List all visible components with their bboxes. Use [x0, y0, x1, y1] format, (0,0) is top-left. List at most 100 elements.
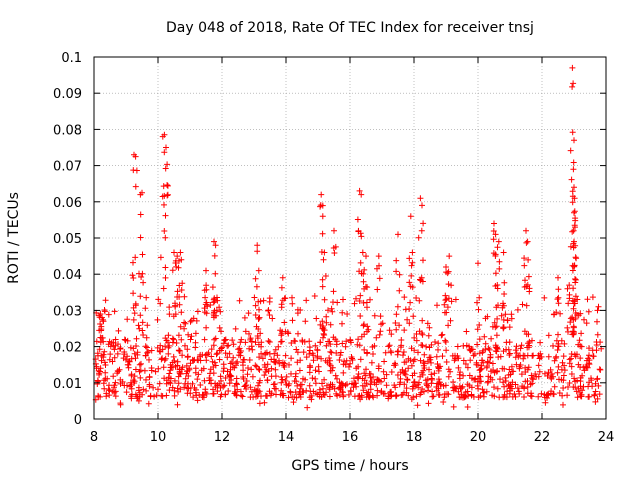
data-point: [137, 211, 144, 218]
data-point: [164, 182, 171, 188]
data-point: [468, 391, 475, 398]
data-point: [200, 365, 207, 372]
data-point: [237, 339, 244, 346]
data-point: [429, 388, 436, 395]
data-point: [427, 354, 434, 361]
data-point: [355, 363, 362, 370]
data-point: [525, 344, 532, 351]
data-point: [529, 375, 536, 382]
data-point: [172, 311, 179, 318]
data-point: [476, 322, 483, 328]
data-point: [331, 227, 337, 234]
data-point: [143, 344, 150, 351]
data-point: [248, 338, 255, 345]
data-point: [98, 335, 105, 341]
data-point: [520, 355, 527, 362]
data-point: [523, 331, 530, 338]
data-point: [525, 364, 532, 371]
data-point: [139, 327, 146, 334]
data-point: [477, 392, 484, 399]
data-point: [184, 353, 191, 360]
data-point: [577, 389, 584, 396]
data-point: [289, 294, 295, 301]
data-point: [419, 386, 426, 392]
data-point: [102, 375, 109, 382]
y-tick-label: 0.04: [53, 268, 82, 283]
data-point: [581, 367, 588, 374]
data-point: [379, 320, 386, 327]
data-point: [522, 277, 528, 284]
data-point: [174, 288, 181, 295]
data-point: [161, 228, 168, 234]
data-point: [446, 253, 453, 260]
data-point: [411, 334, 418, 341]
data-point: [573, 255, 580, 262]
data-point: [139, 319, 146, 326]
data-point: [521, 385, 528, 392]
data-point: [526, 338, 533, 345]
data-point: [448, 282, 455, 289]
data-point: [300, 389, 307, 396]
data-point: [130, 259, 136, 266]
data-point: [462, 361, 469, 367]
data-point: [490, 236, 497, 243]
data-point: [320, 334, 326, 341]
data-point: [426, 366, 432, 373]
data-point: [425, 332, 432, 339]
data-point: [500, 324, 507, 331]
data-point: [316, 393, 323, 400]
data-point: [452, 296, 459, 303]
data-point: [326, 338, 333, 345]
data-point: [297, 391, 304, 398]
data-point: [184, 367, 191, 374]
data-point: [523, 239, 530, 246]
data-point: [221, 382, 228, 389]
data-point: [279, 274, 286, 281]
data-point: [514, 385, 521, 392]
data-point: [107, 343, 114, 350]
data-point: [366, 370, 373, 377]
data-point: [566, 291, 573, 298]
data-point: [569, 314, 576, 321]
data-point: [148, 347, 155, 354]
data-point: [297, 385, 304, 392]
data-point: [360, 322, 367, 329]
data-point: [362, 283, 369, 290]
data-point: [369, 392, 376, 399]
data-point: [221, 337, 228, 344]
data-point: [294, 382, 301, 389]
data-point: [101, 308, 108, 315]
data-point: [516, 365, 523, 372]
data-point: [555, 300, 562, 307]
data-point: [425, 384, 432, 390]
data-point: [408, 262, 415, 269]
data-point: [351, 393, 358, 400]
data-point: [181, 325, 188, 332]
data-point: [128, 393, 134, 400]
data-point: [585, 360, 592, 367]
data-point: [567, 147, 574, 154]
data-point: [166, 304, 173, 311]
data-point: [570, 330, 577, 337]
data-point: [356, 187, 363, 194]
data-point: [568, 351, 575, 357]
data-point: [289, 317, 296, 324]
data-point: [340, 369, 347, 376]
y-tick-label: 0.09: [53, 87, 82, 102]
data-point: [93, 338, 100, 345]
data-point: [491, 319, 498, 326]
data-point: [424, 320, 431, 327]
data-point: [493, 323, 500, 330]
data-point: [292, 373, 299, 380]
data-point: [594, 376, 600, 383]
data-point: [319, 380, 325, 387]
data-point: [210, 390, 217, 397]
data-point: [255, 366, 262, 372]
data-point: [373, 334, 380, 341]
data-point: [500, 379, 507, 386]
data-point: [203, 390, 210, 397]
data-point: [536, 368, 543, 375]
data-point: [567, 243, 574, 250]
data-point: [572, 310, 579, 316]
data-point: [293, 346, 300, 353]
